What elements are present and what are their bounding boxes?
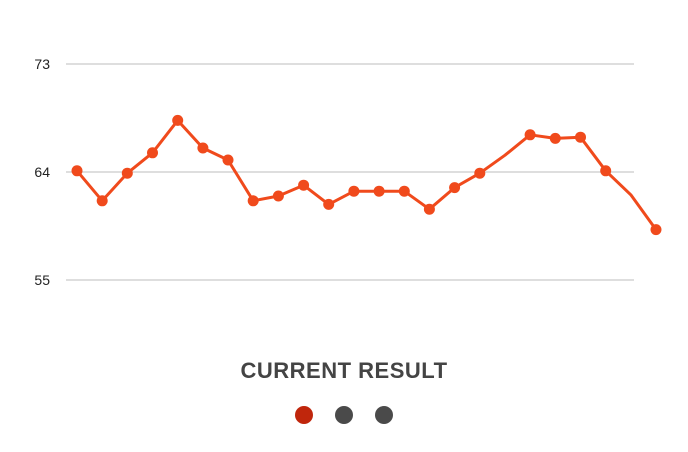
- y-tick-label: 64: [34, 164, 50, 180]
- pager-dot-3[interactable]: [375, 406, 393, 424]
- data-point: [600, 165, 612, 177]
- y-tick-label: 55: [34, 272, 50, 288]
- data-point: [650, 224, 662, 236]
- data-point: [474, 167, 486, 179]
- data-point: [398, 185, 410, 197]
- data-point: [549, 132, 561, 144]
- data-point: [247, 195, 259, 207]
- pager-dot-1[interactable]: [295, 406, 313, 424]
- series-layer: [71, 114, 662, 236]
- data-point: [323, 198, 335, 210]
- data-point: [423, 203, 435, 215]
- data-point: [121, 167, 133, 179]
- data-point: [147, 147, 158, 159]
- series-line: [75, 118, 658, 231]
- line-chart: 73 64 55: [34, 56, 662, 288]
- data-point: [172, 114, 184, 126]
- chart-title: CURRENT RESULT: [240, 358, 448, 383]
- data-point: [298, 179, 310, 191]
- data-point: [575, 131, 586, 143]
- data-point: [524, 129, 536, 141]
- data-point: [197, 142, 209, 154]
- data-point: [373, 185, 385, 197]
- data-point: [96, 195, 108, 207]
- data-point: [348, 185, 360, 197]
- data-point: [272, 190, 284, 202]
- y-tick-label: 73: [34, 56, 50, 72]
- data-point: [449, 182, 461, 194]
- pager-dots: [0, 406, 688, 424]
- pager-dot-2[interactable]: [335, 406, 353, 424]
- y-axis-ticks: 73 64 55: [34, 56, 50, 288]
- grid-lines: [66, 63, 634, 281]
- data-point: [71, 165, 83, 177]
- data-point: [222, 154, 234, 166]
